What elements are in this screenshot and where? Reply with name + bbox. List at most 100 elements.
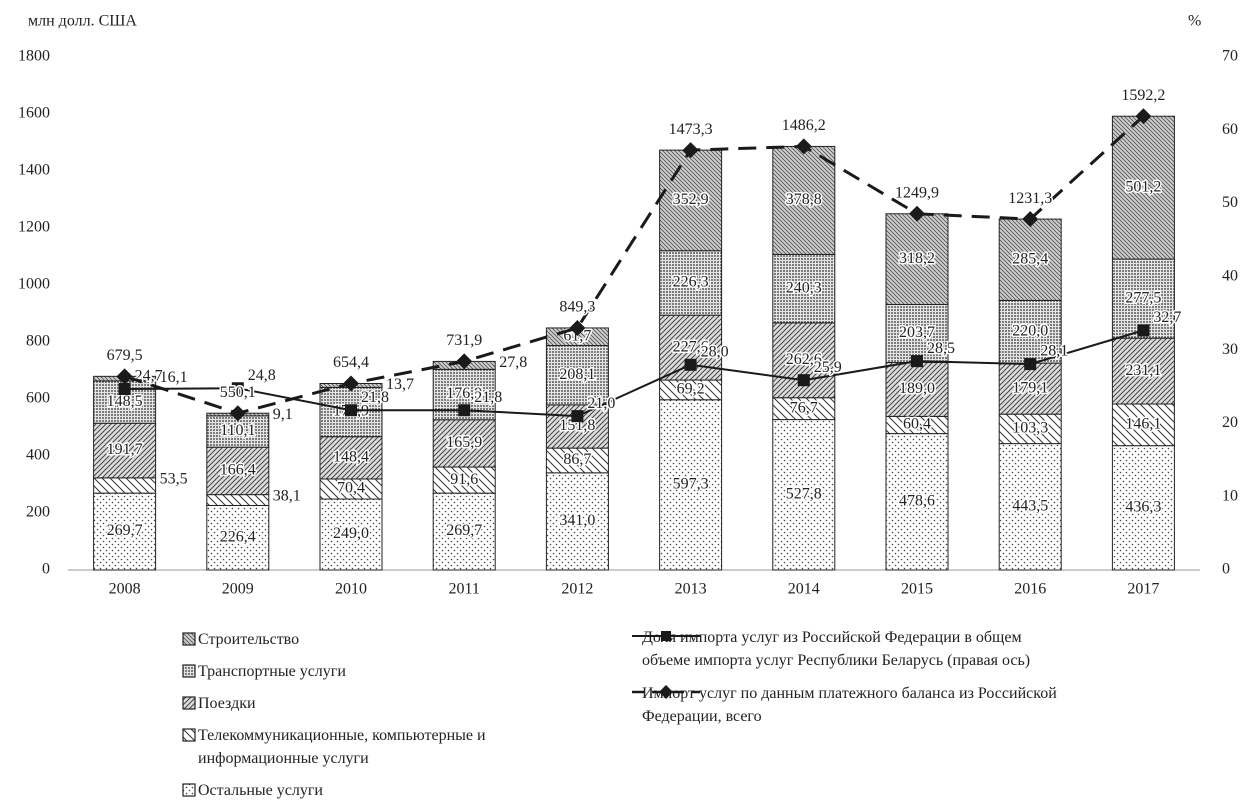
marker bbox=[571, 410, 584, 423]
y2-tick-label: 0 bbox=[1222, 561, 1230, 578]
marker bbox=[458, 404, 471, 417]
bar-segment bbox=[885, 213, 949, 305]
line bbox=[124, 115, 1145, 415]
data-label: 1486,2 bbox=[782, 117, 826, 134]
marker bbox=[682, 142, 699, 159]
y2-tick-label: 70 bbox=[1222, 48, 1238, 65]
marker bbox=[343, 375, 359, 392]
bar-segment bbox=[93, 477, 157, 494]
data-label: 1249,9 bbox=[895, 184, 939, 201]
legend: Доля импорта услуг из Российской Федерац… bbox=[630, 626, 1100, 738]
data-label: 28,5 bbox=[927, 340, 955, 357]
legend-item: Строительство bbox=[182, 628, 602, 651]
legend-swatch bbox=[182, 783, 196, 797]
bar-segment bbox=[885, 362, 949, 417]
bar-segment bbox=[432, 492, 496, 571]
bar-segment bbox=[93, 422, 157, 479]
data-label: 231,1 bbox=[1125, 362, 1161, 379]
y-tick-label: 600 bbox=[26, 390, 50, 407]
y2-tick-label: 20 bbox=[1222, 414, 1238, 431]
data-label: 86,7 bbox=[563, 451, 591, 468]
marker bbox=[909, 205, 925, 222]
bar-segment bbox=[206, 504, 270, 571]
legend-icon bbox=[182, 696, 196, 710]
bar-segment bbox=[659, 399, 723, 571]
data-label: 16,1 bbox=[160, 369, 188, 386]
data-label: 191,7 bbox=[107, 441, 143, 458]
bar-segment bbox=[659, 250, 723, 316]
x-tick-label: 2016 bbox=[1014, 581, 1046, 598]
bar-segment bbox=[659, 149, 723, 252]
data-label: 21,0 bbox=[587, 395, 615, 412]
y2-tick-label: 60 bbox=[1222, 121, 1238, 138]
data-label: 262,6 bbox=[786, 351, 822, 368]
y-tick-label: 800 bbox=[26, 333, 50, 350]
data-label: 53,5 bbox=[160, 471, 188, 488]
bar-segment bbox=[772, 145, 836, 255]
data-label: 27,8 bbox=[499, 354, 527, 371]
marker bbox=[1135, 108, 1152, 125]
data-label: 527,8 bbox=[786, 485, 822, 502]
data-label: 285,4 bbox=[1012, 250, 1048, 267]
data-label: 28,0 bbox=[701, 343, 729, 360]
data-label: 269,7 bbox=[446, 522, 482, 539]
legend-swatch bbox=[182, 632, 196, 646]
legend-icon bbox=[182, 728, 196, 742]
legend-label: Остальные услуги bbox=[198, 782, 323, 799]
marker bbox=[569, 319, 586, 336]
legend-marker bbox=[659, 685, 673, 699]
legend-item: Транспортные услуги bbox=[182, 660, 602, 683]
data-label: 21,8 bbox=[474, 389, 502, 406]
legend-icon bbox=[182, 664, 196, 678]
y-tick-label: 1200 bbox=[18, 219, 50, 236]
bar-segment bbox=[93, 492, 157, 571]
legend-label: Поездки bbox=[198, 695, 256, 712]
data-label: 28,1 bbox=[1040, 343, 1068, 360]
bar-segment bbox=[885, 433, 949, 571]
x-tick-label: 2013 bbox=[675, 581, 707, 598]
data-label: 165,9 bbox=[446, 434, 482, 451]
data-label: 597,3 bbox=[673, 476, 709, 493]
data-label: 151,8 bbox=[559, 417, 595, 434]
marker bbox=[684, 358, 697, 371]
data-label: 249,0 bbox=[333, 525, 369, 542]
marker bbox=[345, 404, 357, 417]
data-label: 189,0 bbox=[899, 380, 935, 397]
data-label: 341,0 bbox=[559, 512, 595, 529]
bar-segment bbox=[998, 362, 1062, 415]
data-label: 226,4 bbox=[220, 528, 256, 545]
data-label: 501,2 bbox=[1125, 178, 1161, 195]
data-label: 69,2 bbox=[677, 381, 705, 398]
data-label: 110,1 bbox=[220, 422, 255, 439]
data-label: 166,4 bbox=[220, 462, 256, 479]
bar-segment bbox=[998, 413, 1062, 445]
legend-item: Остальные услуги bbox=[182, 779, 602, 802]
y-tick-label: 200 bbox=[26, 504, 50, 521]
data-label: 352,9 bbox=[673, 191, 709, 208]
y-tick-label: 1600 bbox=[18, 105, 50, 122]
bar-segment bbox=[545, 447, 609, 474]
bar-segment bbox=[772, 419, 836, 571]
legend-label: Доля импорта услуг из Российской Федерац… bbox=[642, 629, 1031, 669]
data-label: 146,1 bbox=[1125, 416, 1161, 433]
bar-segment bbox=[1111, 445, 1175, 571]
data-label: 1473,3 bbox=[669, 121, 713, 138]
marker bbox=[229, 405, 246, 422]
data-label: 176,9 bbox=[446, 385, 482, 402]
legend-icon bbox=[182, 632, 196, 646]
data-label: 731,9 bbox=[446, 332, 482, 349]
y2-tick-label: 30 bbox=[1222, 341, 1238, 358]
legend-label: Импорт услуг по данным платежного баланс… bbox=[642, 685, 1057, 725]
marker bbox=[911, 355, 923, 368]
legend-marker bbox=[661, 631, 671, 641]
data-label: 13,7 bbox=[386, 376, 414, 393]
legend-label: Транспортные услуги bbox=[198, 663, 346, 680]
chart: млн долл. США % 020040060080010001200140… bbox=[18, 13, 1238, 598]
y-tick-label: 1400 bbox=[18, 162, 50, 179]
legend-icon bbox=[182, 783, 196, 797]
data-label: 227,6 bbox=[673, 338, 709, 355]
bar-segment bbox=[1111, 403, 1175, 447]
legend-swatch bbox=[182, 664, 196, 678]
x-tick-label: 2010 bbox=[335, 581, 367, 598]
